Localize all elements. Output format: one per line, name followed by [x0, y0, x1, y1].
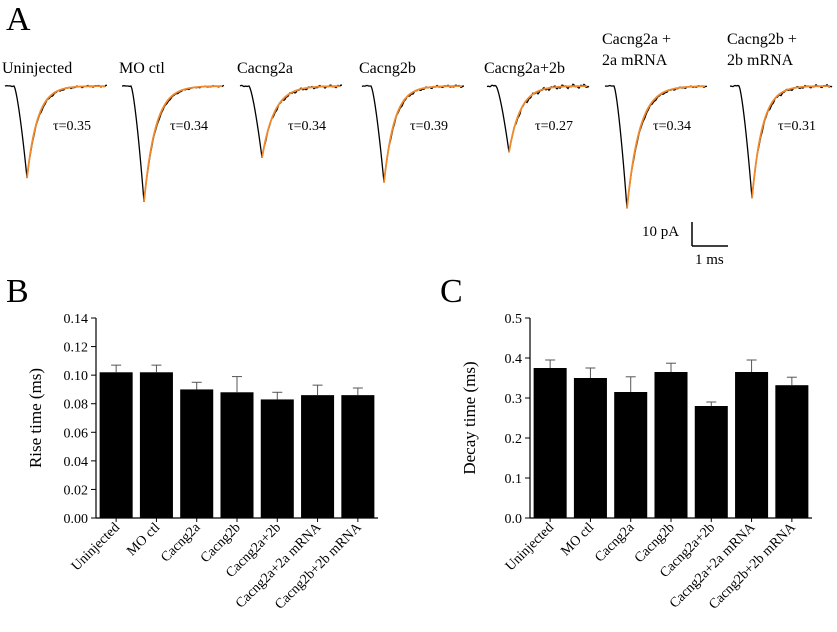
y-tick-label: 0.1 [505, 472, 523, 487]
y-tick-label: 0.02 [64, 483, 89, 498]
bar [573, 378, 607, 518]
trace-label: Cacng2a [237, 60, 293, 77]
y-tick-label: 0.4 [505, 352, 523, 367]
y-tick-label: 0.06 [64, 426, 89, 441]
bar [735, 372, 769, 518]
fit-curve [26, 85, 105, 179]
category-label: Cacng2a [592, 520, 638, 566]
epsc-traces: Uninjected τ=0.35 MO ctl τ=0.34 Cacng2a τ=0.3… [2, 31, 833, 209]
fit-curve [626, 85, 705, 209]
bar [99, 372, 133, 518]
trace-5: Cacng2a + 2a mRNA τ=0.34 [602, 31, 708, 209]
tau-label: τ=0.27 [535, 119, 573, 134]
bar [220, 392, 254, 518]
tau-label: τ=0.34 [288, 119, 326, 134]
category-label: Cacng2a [158, 520, 204, 566]
bar [775, 385, 809, 518]
scale-bar-y-label: 10 pA [642, 224, 679, 240]
bar [694, 406, 728, 518]
fit-curve [261, 85, 340, 158]
y-tick-label: 0.2 [505, 432, 523, 447]
tau-label: τ=0.31 [778, 119, 816, 134]
trace-label: Uninjected [2, 60, 72, 77]
scale-bar: 10 pA 1 ms [642, 222, 728, 268]
category-label: Uninjected [503, 520, 557, 574]
trace-label: Cacng2b [359, 60, 416, 77]
panel-c-letter: C [440, 273, 463, 310]
y-tick-label: 0.3 [505, 392, 523, 407]
rise-time-chart: 0.00 0.02 0.04 0.06 0.08 0.10 0.12 0.14 Rise tim… [26, 312, 378, 613]
y-axis-title: Decay time (ms) [460, 361, 479, 474]
bar [301, 395, 335, 518]
trace-label: Cacng2a+2b [484, 60, 565, 77]
fit-curve [383, 85, 462, 183]
y-tick-label: 0.5 [505, 312, 523, 327]
bar [654, 372, 688, 518]
trace-label: MO ctl [119, 60, 165, 77]
category-label: Uninjected [69, 520, 123, 574]
decay-time-chart: 0.0 0.1 0.2 0.3 0.4 0.5 Decay time (ms) Uninjec… [460, 312, 812, 613]
tau-label: τ=0.34 [170, 119, 208, 134]
trace-1: MO ctl τ=0.34 [119, 60, 225, 202]
trace-line [729, 83, 833, 199]
trace-2: Cacng2a τ=0.34 [237, 60, 343, 158]
category-label: MO ctl [124, 520, 163, 559]
y-axis-title: Rise time (ms) [26, 368, 45, 468]
bar [180, 389, 214, 518]
y-tick-label: 0.14 [64, 312, 89, 327]
fit-curve [751, 85, 830, 199]
bar [139, 372, 173, 518]
category-label: MO ctl [558, 520, 597, 559]
scale-bar-x-label: 1 ms [695, 252, 724, 268]
bar [614, 392, 648, 518]
y-tick-label: 0.04 [64, 455, 89, 470]
trace-label: Cacng2a + [602, 31, 671, 48]
fit-curve [508, 85, 587, 153]
y-tick-label: 0.10 [64, 369, 89, 384]
trace-6: Cacng2b + 2b mRNA τ=0.31 [727, 31, 833, 199]
y-tick-label: 0.08 [64, 398, 89, 413]
bar [260, 399, 294, 518]
trace-line [604, 84, 708, 209]
trace-4: Cacng2a+2b τ=0.27 [484, 60, 590, 153]
y-tick-label: 0.00 [64, 512, 89, 527]
panel-a-letter: A [6, 1, 31, 38]
y-tick-label: 0.12 [64, 341, 89, 356]
y-tick-label: 0.0 [505, 512, 523, 527]
tau-label: τ=0.34 [653, 119, 691, 134]
panel-b-letter: B [6, 273, 29, 310]
bar [341, 395, 375, 518]
trace-label: 2b mRNA [727, 52, 794, 69]
fit-curve [143, 85, 222, 202]
bar [533, 368, 567, 518]
tau-label: τ=0.35 [53, 119, 91, 134]
tau-label: τ=0.39 [410, 119, 448, 134]
trace-label: Cacng2b + [727, 31, 797, 48]
trace-3: Cacng2b τ=0.39 [359, 60, 465, 183]
trace-label: 2a mRNA [602, 52, 668, 69]
trace-0: Uninjected τ=0.35 [2, 60, 108, 179]
trace-line [121, 84, 225, 202]
